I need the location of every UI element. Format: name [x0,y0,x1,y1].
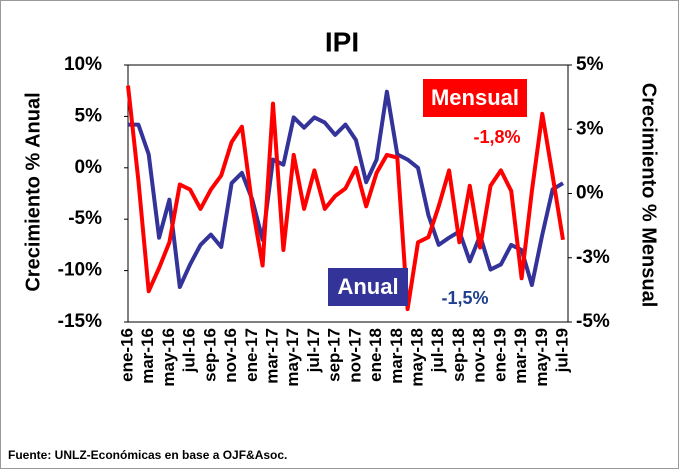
y-tick-label: 5% [75,105,103,126]
legend-label: Anual [337,274,398,299]
x-tick-label: mar-19 [511,328,530,384]
y2-tick-label: 5% [576,54,604,75]
x-tick-label: ene-16 [117,328,136,382]
x-tick-label: may-19 [532,328,551,387]
x-tick-label: jul-18 [428,328,447,373]
y-tick-label: -5% [68,208,102,229]
y-tick-label: -10% [58,260,102,281]
x-tick-label: ene-17 [242,328,261,382]
x-tick-label: sep-16 [200,328,219,382]
series-line [126,85,565,312]
y-tick-label: -15% [58,311,102,332]
source: Fuente: UNLZ-Económicas en base a OJF&As… [8,448,287,462]
y2-tick-label: -5% [576,311,610,332]
y-axis-title: Crecimiento % Anual [22,92,44,291]
annotation: -1,5% [441,288,488,308]
x-tick-label: jul-17 [304,328,323,373]
y2-tick-label: -3% [576,247,610,268]
y-tick-label: 0% [75,157,103,178]
x-tick-label: jul-19 [552,328,571,373]
y2-tick-label: 3% [576,118,604,139]
x-tick-label: may-17 [283,328,302,387]
x-tick-label: nov-18 [470,328,489,383]
x-tick-label: mar-16 [138,328,157,384]
chart-title: IPI [325,26,359,57]
x-tick-label: may-16 [159,328,178,387]
x-tick-label: nov-16 [221,328,240,383]
series-line [128,89,565,289]
annotation: -1,8% [473,127,520,147]
x-tick-label: jul-16 [180,328,199,373]
legend-box [423,79,527,117]
legend-box [328,268,408,306]
x-tick-label: sep-17 [325,328,344,382]
x-tick-label: ene-19 [490,328,509,382]
x-tick-label: sep-18 [449,328,468,382]
y2-tick-label: 0% [576,183,604,204]
x-tick-label: nov-17 [345,328,364,383]
x-tick-label: may-18 [407,328,426,387]
x-tick-label: ene-18 [366,328,385,382]
x-tick-label: mar-17 [262,328,281,384]
x-tick-label: mar-18 [387,328,406,384]
y-tick-label: 10% [64,54,102,75]
legend-label: Mensual [431,85,519,110]
y2-axis-title: Crecimiento % Mensual [638,83,660,308]
